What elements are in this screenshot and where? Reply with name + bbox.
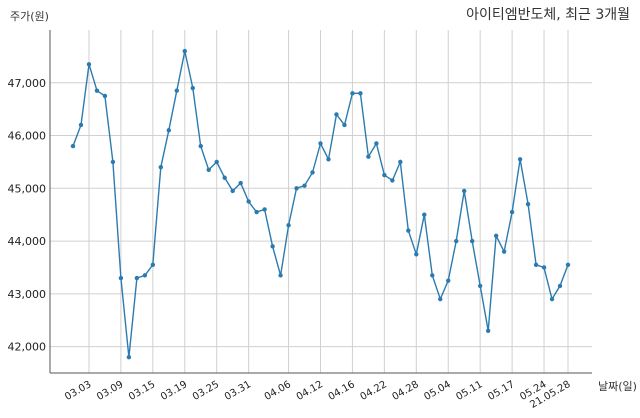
data-point — [326, 157, 331, 162]
data-point — [446, 278, 451, 283]
data-point — [206, 167, 211, 173]
data-point — [94, 88, 100, 93]
x-tick-label: 04.12 — [295, 379, 325, 403]
data-point — [134, 275, 140, 281]
data-point — [565, 262, 571, 268]
data-point — [254, 209, 259, 215]
y-tick-label: 43,000 — [8, 288, 47, 301]
data-point — [549, 296, 555, 302]
data-point — [302, 183, 307, 188]
data-point — [462, 188, 467, 194]
data-point — [182, 48, 187, 54]
data-point — [86, 62, 92, 67]
data-point — [142, 273, 148, 278]
x-tick-label: 03.19 — [159, 379, 189, 403]
data-point — [286, 223, 291, 228]
data-point — [310, 170, 315, 175]
data-point — [358, 91, 363, 96]
data-point — [366, 154, 371, 159]
x-tick-label: 03.03 — [63, 379, 93, 403]
data-point — [190, 85, 195, 91]
data-point — [230, 188, 235, 194]
data-point — [454, 238, 459, 244]
data-point — [350, 91, 355, 96]
data-point — [477, 283, 483, 289]
data-point — [278, 273, 283, 278]
data-point — [102, 93, 108, 99]
data-point — [374, 141, 379, 146]
data-point — [166, 128, 172, 133]
data-point — [334, 112, 339, 117]
data-point — [270, 244, 275, 249]
data-point — [214, 159, 219, 165]
x-tick-label: 05.17 — [486, 379, 516, 403]
y-tick-label: 45,000 — [8, 182, 47, 195]
y-tick-label: 42,000 — [8, 341, 47, 354]
data-point — [294, 186, 299, 191]
data-point — [174, 88, 179, 93]
data-point — [390, 178, 395, 183]
x-tick-label: 04.06 — [263, 379, 293, 403]
data-point — [517, 157, 523, 162]
x-tick-label: 05.04 — [422, 379, 452, 403]
data-point — [485, 328, 491, 333]
x-tick-label: 04.28 — [391, 379, 421, 403]
x-tick-label: 03.31 — [223, 379, 253, 403]
data-point — [493, 233, 499, 238]
y-tick-label: 47,000 — [8, 77, 47, 90]
data-point — [342, 122, 347, 128]
data-point — [557, 283, 563, 289]
data-point — [430, 273, 435, 278]
data-point — [318, 141, 323, 146]
data-point — [158, 165, 164, 170]
data-point — [398, 159, 403, 165]
data-point — [222, 175, 227, 180]
data-point — [533, 262, 539, 268]
data-point — [246, 199, 251, 204]
data-point — [150, 262, 156, 268]
data-point — [198, 143, 203, 149]
data-point — [469, 238, 475, 244]
y-tick-label: 46,000 — [8, 130, 47, 143]
data-point — [110, 159, 116, 165]
x-tick-label: 03.09 — [95, 379, 125, 403]
data-point — [238, 180, 243, 186]
data-point — [70, 143, 76, 149]
data-point — [509, 209, 515, 215]
x-tick-label: 04.16 — [327, 379, 357, 403]
chart-title: 아이티엠반도체, 최근 3개월 — [466, 7, 630, 23]
y-axis-label: 주가(원) — [10, 10, 49, 23]
data-point — [118, 275, 124, 281]
data-point — [541, 265, 547, 270]
x-tick-label: 03.15 — [127, 379, 157, 403]
x-tick-label: 04.22 — [359, 379, 389, 403]
data-point — [262, 207, 267, 212]
data-point — [414, 252, 419, 257]
data-point — [501, 249, 507, 254]
y-tick-label: 44,000 — [8, 235, 47, 248]
x-axis-label: 날짜(일) — [598, 380, 637, 393]
data-point — [422, 212, 427, 217]
data-point — [126, 354, 132, 360]
data-point — [78, 122, 84, 128]
data-point — [438, 296, 443, 302]
data-point — [525, 201, 531, 207]
data-point — [406, 228, 411, 233]
data-point — [382, 172, 387, 178]
x-tick-label: 03.25 — [191, 379, 221, 403]
x-tick-label: 05.11 — [454, 379, 484, 403]
